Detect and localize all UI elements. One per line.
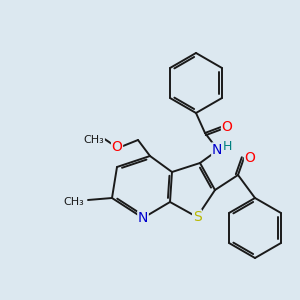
Text: N: N [138, 211, 148, 225]
Text: O: O [222, 120, 232, 134]
Text: H: H [222, 140, 232, 154]
Text: CH₃: CH₃ [84, 135, 104, 145]
Text: O: O [244, 151, 255, 165]
Text: N: N [212, 143, 222, 157]
Text: CH₃: CH₃ [63, 197, 84, 207]
Text: S: S [193, 210, 201, 224]
Text: O: O [112, 140, 122, 154]
